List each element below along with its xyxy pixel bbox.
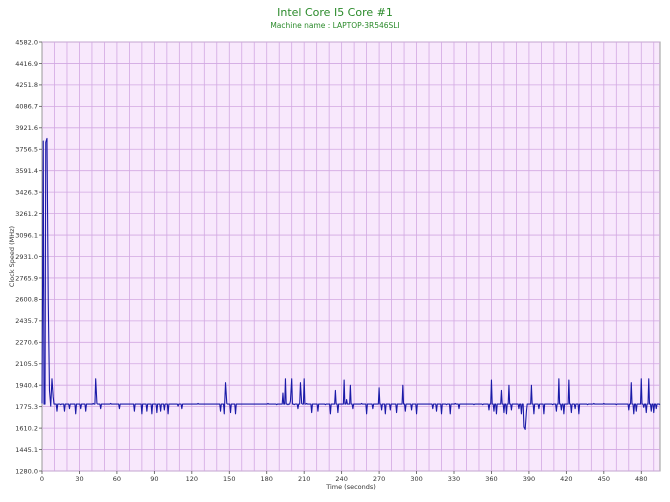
y-tick-label: 3261.2 [15,210,38,218]
y-tick-label: 3921.6 [15,124,38,132]
x-tick-label: 240 [335,475,347,483]
series-layer [41,137,661,430]
x-tick-label: 330 [448,475,460,483]
y-tick-label: 4582.0 [15,38,38,46]
x-axis-ticks: 0 30 60 90 120 150 180 210 240 270 300 330 360 390 420… [40,471,647,483]
x-tick-label: 450 [598,475,610,483]
y-tick-label: 2600.8 [15,296,38,304]
y-tick-label: 1280.0 [15,467,38,475]
x-tick-label: 300 [410,475,422,483]
x-axis-label: Time (seconds) [325,483,376,491]
x-tick-label: 30 [75,475,83,483]
y-tick-label: 1445.1 [15,446,38,454]
x-tick-label: 60 [113,475,121,483]
y-tick-label: 1940.4 [15,382,38,390]
y-tick-label: 4416.9 [15,60,38,68]
x-tick-label: 120 [186,475,198,483]
y-tick-label: 2765.9 [15,274,38,282]
y-tick-label: 2435.7 [15,317,38,325]
x-tick-label: 390 [523,475,535,483]
x-tick-label: 180 [261,475,273,483]
y-axis-label: Clock Speed (MHz) [8,226,16,287]
x-tick-label: 0 [40,475,44,483]
y-axis-ticks: 1280.0 1445.1 1610.2 1775.3 1940.4 2105.5 2270… [15,38,42,475]
y-tick-label: 4251.8 [15,81,38,89]
chart-title: Intel Core I5 Core #1 [277,6,393,19]
y-tick-label: 4086.7 [15,103,38,111]
x-tick-label: 210 [298,475,310,483]
chart-subtitle: Machine name : LAPTOP-3R546SLI [270,21,400,30]
x-tick-label: 420 [560,475,572,483]
y-tick-label: 2105.5 [15,360,38,368]
x-tick-label: 270 [373,475,385,483]
x-tick-label: 360 [485,475,497,483]
series-line-0 [41,137,661,430]
y-tick-label: 3756.5 [15,146,38,154]
y-tick-label: 2270.6 [15,339,38,347]
x-tick-label: 150 [223,475,235,483]
y-tick-label: 3096.1 [15,231,38,239]
y-tick-label: 2931.0 [15,253,38,261]
x-tick-label: 480 [635,475,647,483]
y-tick-label: 1775.3 [15,403,38,411]
y-tick-label: 3426.3 [15,188,38,196]
y-tick-label: 1610.2 [15,424,38,432]
y-tick-label: 3591.4 [15,167,38,175]
x-tick-label: 90 [150,475,158,483]
grid-lines [42,41,660,472]
